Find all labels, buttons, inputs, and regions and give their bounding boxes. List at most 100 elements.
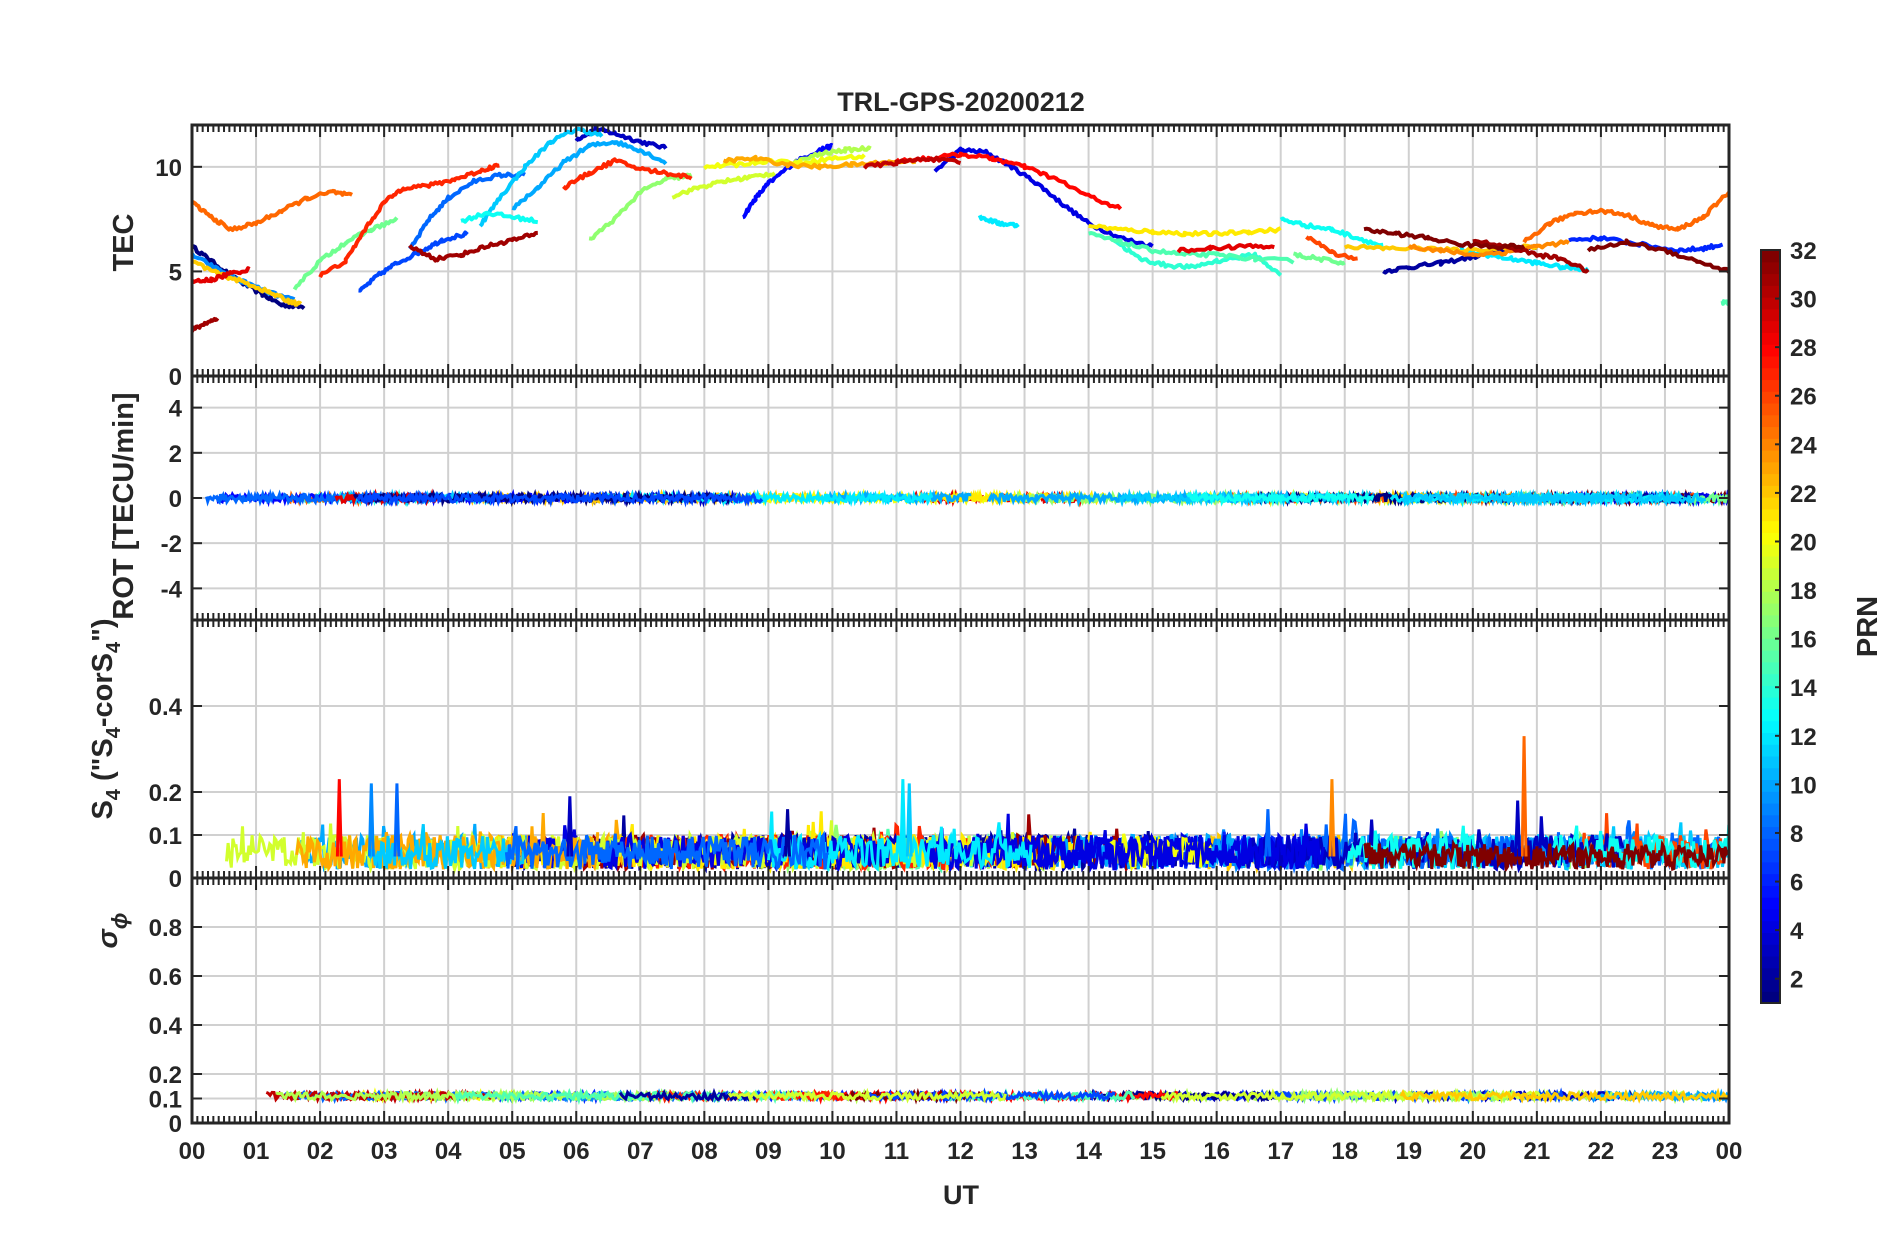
colorbar-swatch — [1761, 344, 1780, 357]
tec-series-prn-32 — [1363, 226, 1526, 251]
colorbar-swatch — [1761, 650, 1780, 663]
sigma-ytick-label: 0.2 — [149, 1062, 182, 1089]
colorbar-tick-label: 32 — [1790, 238, 1817, 265]
colorbar-swatch — [1761, 614, 1780, 628]
sigma-ytick-label: 0.8 — [149, 915, 182, 942]
colorbar-tick-label: 28 — [1790, 335, 1817, 362]
tec-series-prn-17 — [588, 172, 693, 241]
tec-series-prn-16 — [1292, 251, 1346, 266]
colorbar-swatch — [1761, 755, 1780, 769]
colorbar-swatch — [1761, 450, 1780, 463]
rot-series-prn-13 — [1186, 489, 1375, 508]
tec-series-prn-13 — [460, 210, 539, 225]
colorbar-swatch — [1761, 497, 1780, 510]
s4-ytick-label: 0.4 — [149, 694, 183, 721]
s4-spike — [1264, 809, 1272, 857]
colorbar-swatch — [1761, 697, 1780, 710]
x-tick-label: 19 — [1395, 1138, 1422, 1165]
colorbar-swatch — [1761, 638, 1780, 651]
tec-series-prn-27 — [318, 162, 500, 279]
colorbar-swatch — [1761, 320, 1780, 333]
tec-series-prn-29 — [1176, 242, 1275, 254]
colorbar-tick-label: 22 — [1790, 481, 1817, 508]
colorbar-tick-label: 18 — [1790, 578, 1817, 605]
colorbar-swatch — [1761, 591, 1780, 604]
sigma-y-label-subscript: ϕ — [107, 913, 132, 930]
s4-series-prn-4 — [921, 813, 1326, 873]
colorbar-swatch — [1761, 520, 1780, 533]
colorbar-swatch — [1761, 473, 1780, 486]
tec-series-prn-9 — [192, 252, 296, 302]
colorbar-swatch — [1761, 567, 1780, 581]
colorbar-swatch — [1761, 708, 1780, 722]
tec-series-prn-14 — [1113, 238, 1283, 277]
x-tick-label: 22 — [1588, 1138, 1615, 1165]
x-tick-label: 15 — [1139, 1138, 1166, 1165]
tec-series-prn-5 — [741, 142, 834, 220]
colorbar-swatch — [1761, 826, 1780, 839]
s4-y-label-subscript: 4 — [103, 726, 125, 738]
s4-spike — [393, 783, 401, 857]
colorbar-swatch — [1761, 273, 1780, 286]
colorbar-swatch — [1761, 379, 1780, 392]
colorbar-tick-label: 8 — [1790, 821, 1803, 848]
tec-y-label: TEC — [108, 213, 140, 271]
s4-ytick-label: 0.1 — [149, 823, 182, 850]
x-tick-label: 17 — [1267, 1138, 1294, 1165]
chart-title: TRL-GPS-20200212 — [837, 87, 1085, 117]
sigma-y-label: σϕ — [92, 913, 132, 949]
x-tick-label: 23 — [1652, 1138, 1679, 1165]
rot-ytick-label: -4 — [161, 576, 183, 603]
tec-series-prn-30 — [862, 155, 962, 170]
x-tick-label: 16 — [1203, 1138, 1230, 1165]
rot-series-prn-7 — [356, 489, 764, 508]
tec-series-prn-12 — [977, 214, 1020, 229]
tec-series-prn-11 — [478, 126, 604, 228]
colorbar-swatch — [1761, 920, 1780, 934]
s4-spike — [905, 783, 913, 857]
data-layer — [192, 125, 1729, 1106]
s4-spike — [899, 779, 907, 857]
colorbar-swatch — [1761, 250, 1780, 263]
x-tick-label: 01 — [243, 1138, 270, 1165]
colorbar-swatch — [1761, 861, 1780, 875]
rot-series-prn-11 — [1504, 488, 1707, 508]
s4-series-prn-32 — [1363, 839, 1729, 874]
tec-series-prn-25 — [1522, 191, 1729, 244]
colorbar-swatch — [1761, 367, 1780, 381]
colorbar-swatch — [1761, 897, 1780, 910]
x-tick-label: 08 — [691, 1138, 718, 1165]
colorbar-swatch — [1761, 850, 1780, 863]
tec-ytick-label: 0 — [169, 364, 182, 391]
tec-series-prn-25 — [192, 188, 353, 232]
colorbar-swatch — [1761, 802, 1780, 816]
tec-series-prn-31 — [192, 317, 220, 333]
x-tick-label: 11 — [884, 1138, 909, 1165]
s4-ytick-label: 0.2 — [149, 780, 182, 807]
x-tick-label: 14 — [1075, 1138, 1102, 1165]
colorbar-swatch — [1761, 308, 1780, 322]
colorbar-tick-label: 10 — [1790, 772, 1817, 799]
sigma-series-prn-19 — [727, 1087, 1008, 1104]
tec-series-prn-4 — [933, 146, 1154, 249]
colorbar-frame — [1760, 249, 1781, 1004]
tec-series-prn-15 — [1088, 231, 1295, 265]
x-tick-label: 13 — [1011, 1138, 1038, 1165]
colorbar-swatch — [1761, 967, 1780, 981]
tec-series-prn-31 — [1472, 238, 1590, 274]
tec-series-prn-22 — [192, 259, 303, 307]
tec-series-prn-28 — [895, 151, 1123, 211]
colorbar-swatch — [1761, 438, 1780, 451]
colorbar-swatch — [1761, 673, 1780, 686]
colorbar-swatch — [1761, 814, 1780, 828]
x-tick-label: 10 — [819, 1138, 846, 1165]
sigma-y-label-main: σ — [92, 927, 124, 948]
colorbar-swatch — [1761, 297, 1780, 310]
tec-series-prn-10 — [511, 140, 668, 211]
colorbar-swatch — [1761, 873, 1780, 886]
colorbar-swatch — [1761, 661, 1780, 675]
colorbar-tick-label: 20 — [1790, 529, 1817, 556]
x-tick-label: 02 — [307, 1138, 334, 1165]
